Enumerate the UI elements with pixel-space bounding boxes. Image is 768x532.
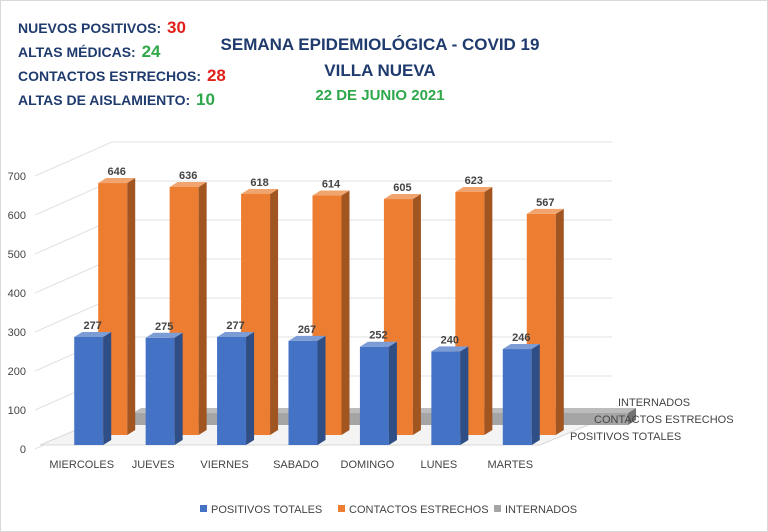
data-label: 614 xyxy=(322,179,341,191)
y-tick-label: 100 xyxy=(8,405,26,417)
bar-front xyxy=(359,346,389,445)
data-label: 636 xyxy=(179,170,197,182)
bar-front xyxy=(431,351,461,445)
bar-side xyxy=(484,187,493,435)
y-tick-label: 200 xyxy=(8,366,26,378)
summary-stats: NUEVOS POSITIVOS: 30 ALTAS MÉDICAS: 24 C… xyxy=(18,16,226,112)
bar-top xyxy=(431,346,469,352)
data-label: 240 xyxy=(441,334,459,346)
chart-date: 22 DE JUNIO 2021 xyxy=(315,87,445,104)
bar-side xyxy=(531,344,540,445)
stat-isolation-discharges: ALTAS DE AISLAMIENTO: 10 xyxy=(18,88,226,112)
y-tick-label: 600 xyxy=(8,210,26,222)
data-label: 623 xyxy=(465,175,483,187)
category-label: MARTES xyxy=(487,459,533,471)
y-tick-label: 400 xyxy=(8,288,26,300)
y-tick-label: 700 xyxy=(8,171,26,183)
depth-axis-label: CONTACTOS ESTRECHOS xyxy=(594,414,734,426)
bar-top xyxy=(74,331,112,337)
legend-label: INTERNADOS xyxy=(505,504,577,516)
bar-front xyxy=(288,340,318,445)
chart-subtitle: VILLA NUEVA xyxy=(324,61,436,80)
bar-side xyxy=(388,341,397,445)
data-label: 618 xyxy=(250,177,268,189)
category-label: LUNES xyxy=(421,459,458,471)
bar-side xyxy=(127,178,136,435)
category-label: VIERNES xyxy=(200,459,248,471)
legend-label: CONTACTOS ESTRECHOS xyxy=(349,504,489,516)
bar-top xyxy=(288,335,326,341)
bar-front xyxy=(145,337,175,445)
data-label: 605 xyxy=(393,182,411,194)
depth-axis-label: POSITIVOS TOTALES xyxy=(570,431,681,443)
bar-side xyxy=(246,331,255,445)
bar-top xyxy=(455,187,493,193)
stat-label: ALTAS DE AISLAMIENTO: xyxy=(18,92,191,108)
legend-swatch xyxy=(200,505,207,512)
bar-top xyxy=(145,332,183,338)
y-tick-label: 500 xyxy=(8,249,26,261)
bar-top xyxy=(241,188,279,194)
y-tick-label: 300 xyxy=(8,327,26,339)
bar-top xyxy=(526,208,564,214)
bar-top xyxy=(312,190,350,196)
category-label: JUEVES xyxy=(132,459,175,471)
stat-label: CONTACTOS ESTRECHOS: xyxy=(18,68,202,84)
bar-side xyxy=(317,335,326,445)
bar-side xyxy=(341,190,350,435)
data-label: 252 xyxy=(369,330,387,342)
bar-top xyxy=(359,341,397,347)
data-label: 277 xyxy=(84,320,102,332)
bar-front xyxy=(217,336,247,445)
bar-side xyxy=(555,208,564,435)
bar-front xyxy=(74,336,104,445)
data-label: 246 xyxy=(512,332,530,344)
legend-swatch xyxy=(338,505,345,512)
category-label: MIERCOLES xyxy=(49,459,114,471)
bar-top xyxy=(217,331,255,337)
internados-ribbon-side xyxy=(628,408,636,425)
bar-side xyxy=(198,181,207,435)
data-label: 267 xyxy=(298,324,316,336)
category-label: DOMINGO xyxy=(341,459,395,471)
data-label: 277 xyxy=(226,320,244,332)
gridline xyxy=(34,141,113,177)
data-label: 275 xyxy=(155,321,173,333)
legend-swatch xyxy=(494,505,501,512)
bar-top xyxy=(502,344,540,350)
bar-side xyxy=(270,188,279,435)
stat-label: ALTAS MÉDICAS: xyxy=(18,44,136,60)
stat-medical-discharges: ALTAS MÉDICAS: 24 xyxy=(18,40,226,64)
bar-side xyxy=(174,332,183,445)
legend-label: POSITIVOS TOTALES xyxy=(211,504,322,516)
category-label: SABADO xyxy=(273,459,319,471)
stat-close-contacts: CONTACTOS ESTRECHOS: 28 xyxy=(18,64,226,88)
data-label: 646 xyxy=(108,166,126,178)
depth-axis-label: INTERNADOS xyxy=(618,397,690,409)
stat-value: 10 xyxy=(196,90,215,109)
bar-side xyxy=(412,194,421,435)
stat-value: 30 xyxy=(167,18,186,37)
stat-label: NUEVOS POSITIVOS: xyxy=(18,20,162,36)
chart-titles: SEMANA EPIDEMIOLÓGICA - COVID 19 VILLA N… xyxy=(160,32,600,108)
bar-top xyxy=(169,181,207,187)
stat-new-positives: NUEVOS POSITIVOS: 30 xyxy=(18,16,226,40)
data-label: 567 xyxy=(536,197,554,209)
bar-top xyxy=(98,178,136,184)
stat-value: 28 xyxy=(206,66,226,85)
stat-value: 24 xyxy=(141,42,161,61)
y-tick-label: 0 xyxy=(20,444,26,456)
bar-side xyxy=(460,346,469,445)
bar-front xyxy=(502,349,532,445)
bar-side xyxy=(103,331,112,445)
bar-top xyxy=(383,194,421,200)
chart-title: SEMANA EPIDEMIOLÓGICA - COVID 19 xyxy=(220,35,540,54)
